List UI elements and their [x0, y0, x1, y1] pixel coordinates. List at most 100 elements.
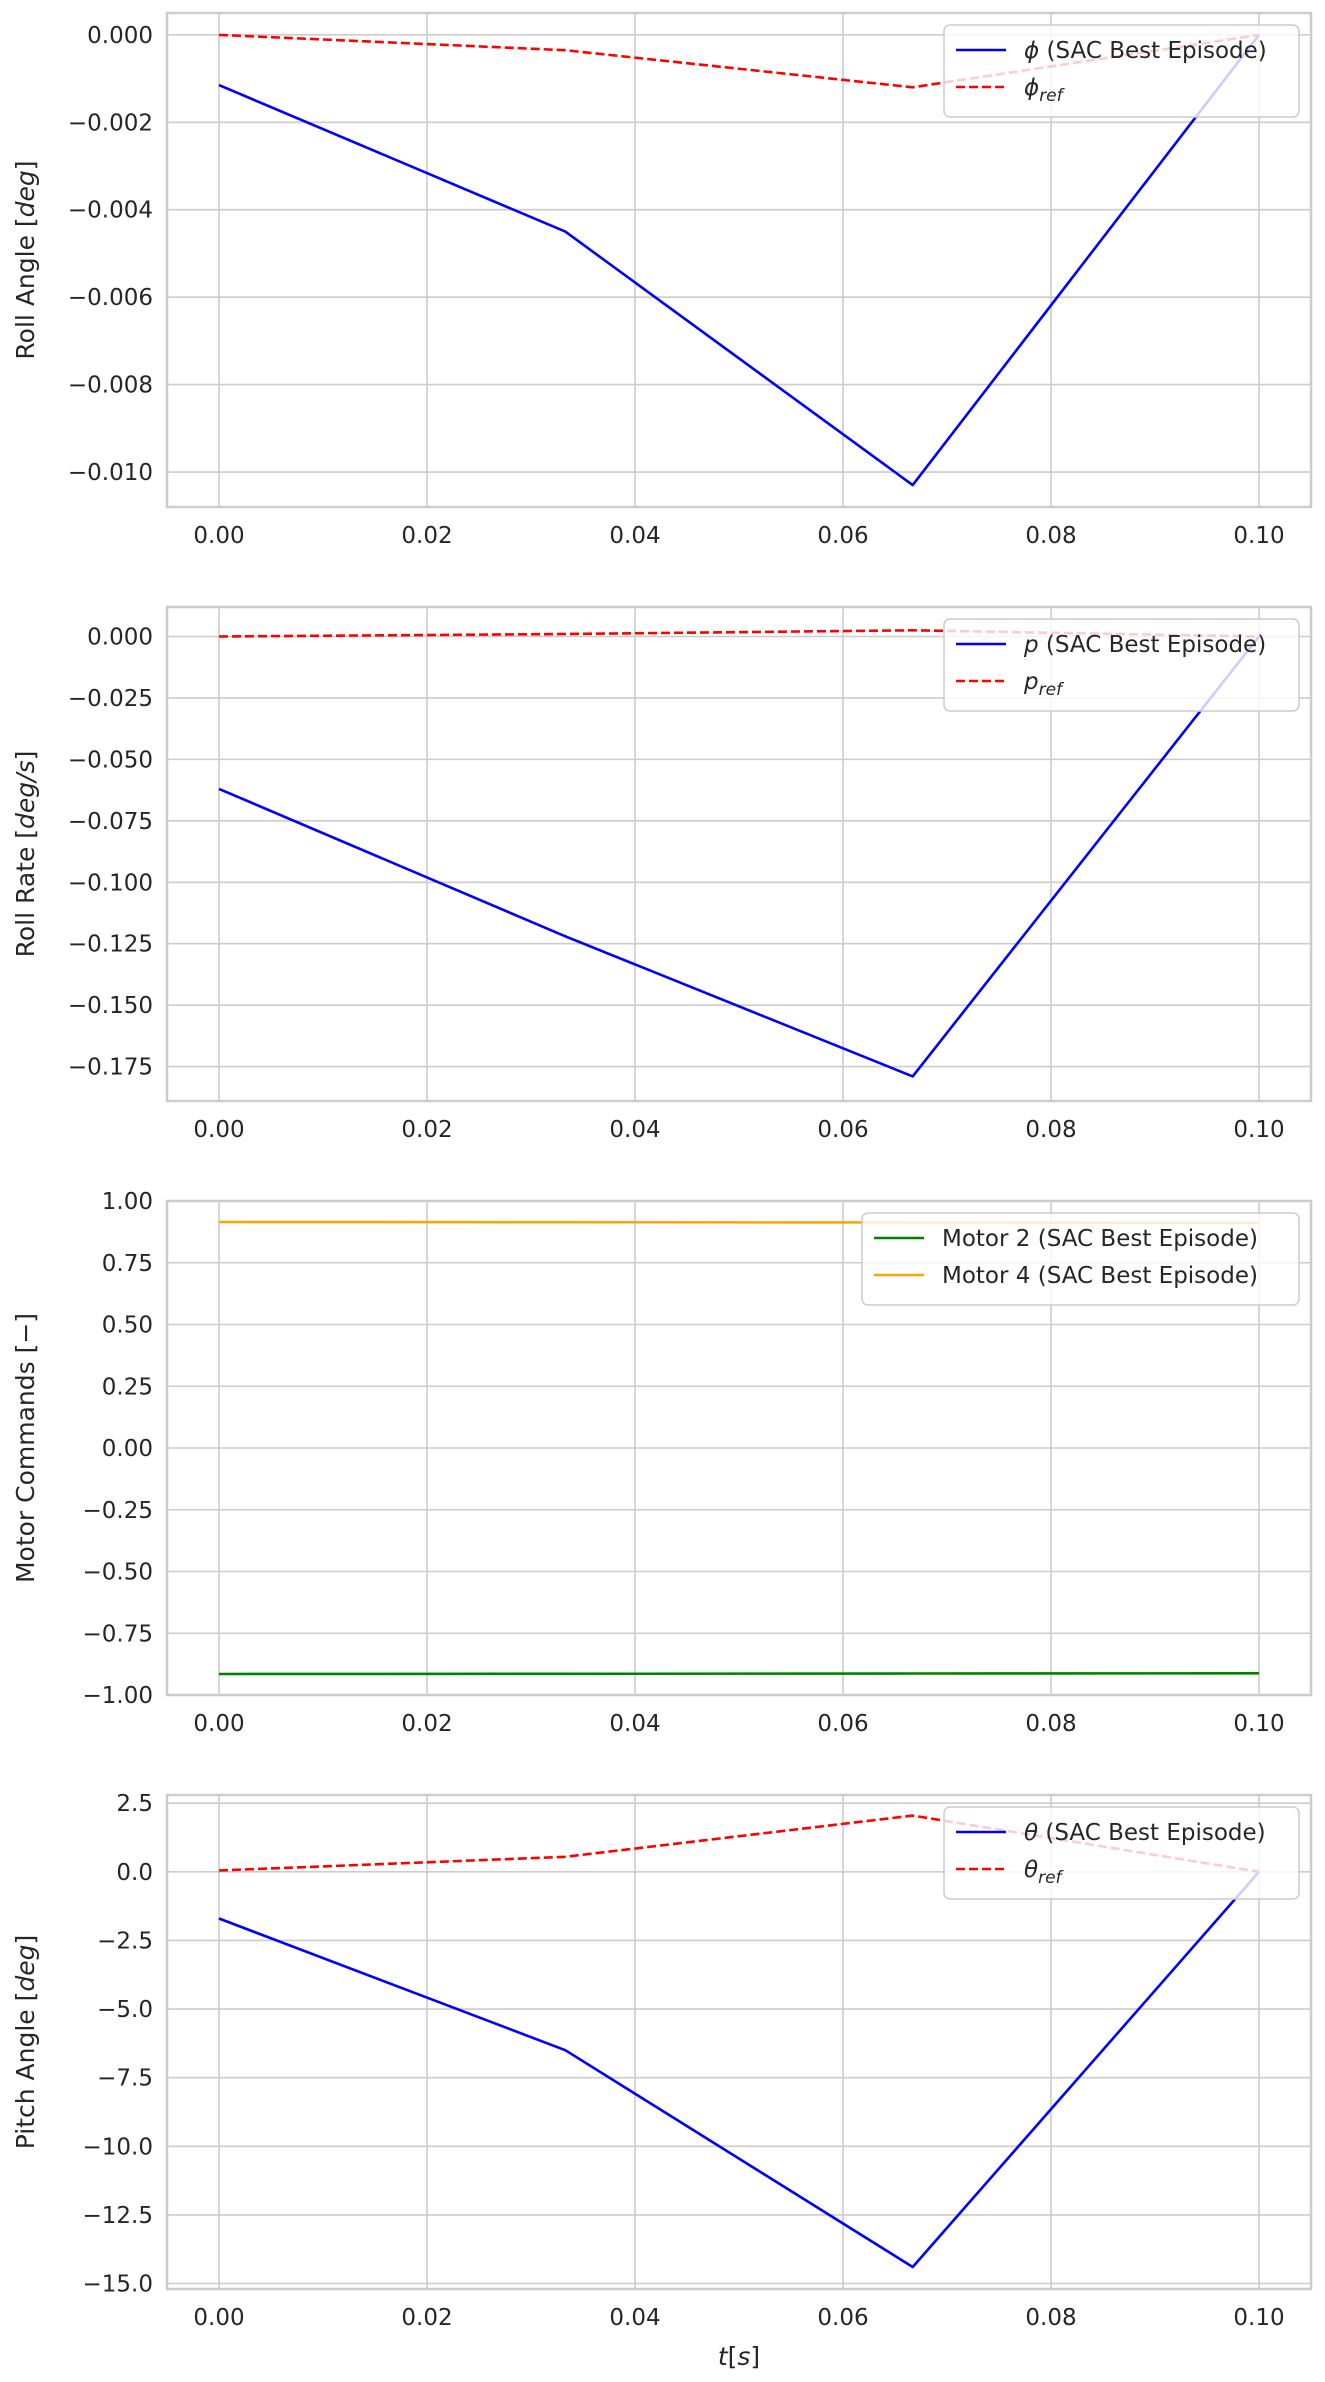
x-tick-label: 0.00	[193, 1117, 244, 1143]
x-tick-label: 0.00	[193, 2305, 244, 2331]
x-tick-label: 0.06	[817, 1711, 868, 1737]
y-axis-label: Roll Angle [deg]	[11, 160, 40, 359]
legend-name: (SAC Best Episode)	[1039, 632, 1267, 658]
plot-frame	[165, 1199, 1313, 1697]
y-tick-label: −0.006	[68, 285, 153, 311]
legend: ϕ (SAC Best Episode) ϕref	[943, 24, 1300, 118]
y-tick-label: −2.5	[97, 1928, 153, 1954]
x-axis-label-symbol: t	[718, 2342, 729, 2371]
y-tick-label: 0.0	[116, 1860, 153, 1886]
legend-symbol: p	[1023, 632, 1039, 658]
x-tick-label: 0.04	[609, 1711, 660, 1737]
y-tick-label: −0.025	[68, 686, 153, 712]
x-tick-label: 0.06	[817, 523, 868, 549]
x-tick-label: 0.02	[401, 523, 452, 549]
x-tick-label: 0.10	[1233, 1711, 1284, 1737]
x-tick-label: 0.02	[401, 2305, 452, 2331]
x-tick-label: 0.02	[401, 1711, 452, 1737]
series-line-1	[218, 635, 1261, 1078]
legend-name: Motor 2 (SAC Best Episode)	[942, 1226, 1258, 1252]
chart-panel-3: 0.00 0.02 0.04 0.06 0.08 0.10 1.00 0.75 0.50 0.25…	[11, 1189, 1313, 1737]
legend-name: Motor 4 (SAC Best Episode)	[942, 1263, 1258, 1289]
x-axis-label-unit: s	[737, 2342, 750, 2371]
y-axis-label-unit: deg	[11, 1944, 40, 1991]
y-tick-label: −0.75	[83, 1621, 153, 1647]
y-axis-label: Pitch Angle [deg]	[11, 1935, 40, 2150]
y-axis-label: Motor Commands [−]	[11, 1313, 40, 1583]
x-tick-label: 0.08	[1025, 1117, 1076, 1143]
legend-entry-2: ϕref	[1024, 75, 1066, 106]
legend-entry-1: ϕ (SAC Best Episode)	[1024, 38, 1267, 64]
y-tick-label: −0.50	[83, 1560, 153, 1586]
y-tick-label: 0.50	[102, 1313, 153, 1339]
x-tick-label: 0.06	[817, 1117, 868, 1143]
y-tick-label: 0.75	[102, 1251, 153, 1277]
legend-entry-2: pref	[1023, 669, 1065, 700]
legend-symbol: θ	[1024, 1820, 1038, 1846]
y-tick-label: −0.002	[68, 110, 153, 136]
y-tick-label: −0.004	[68, 198, 153, 224]
y-axis-label-unit: deg/s	[11, 760, 40, 829]
y-tick-label: −10.0	[83, 2134, 153, 2160]
y-tick-label: −15.0	[83, 2272, 153, 2298]
x-tick-label: 0.10	[1233, 523, 1284, 549]
y-axis-label-unit: deg	[11, 170, 40, 217]
y-tick-label: −0.008	[68, 373, 153, 399]
x-axis-label-close: ]	[750, 2342, 760, 2371]
y-axis-label-close: ]	[11, 751, 40, 761]
plot-frame	[165, 11, 1313, 509]
y-axis-label: Roll Rate [deg/s]	[11, 751, 40, 958]
legend-entry-1: θ (SAC Best Episode)	[1024, 1820, 1266, 1846]
legend-subscript: ref	[1038, 1868, 1064, 1888]
series-line-1	[218, 34, 1261, 487]
legend-box	[943, 24, 1300, 118]
legend: p (SAC Best Episode)pref	[943, 618, 1300, 712]
legend-entry-1: p (SAC Best Episode)	[1023, 632, 1266, 658]
y-axis-label-text: Roll Angle [	[11, 217, 40, 359]
legend-entry-2: θref	[1024, 1857, 1065, 1888]
y-axis-label-text: Motor Commands [−]	[11, 1313, 40, 1583]
x-tick-label: 0.08	[1025, 2305, 1076, 2331]
chart-panel-2: 0.00 0.02 0.04 0.06 0.08 0.10 0.000 −0.025 −0.05…	[11, 605, 1313, 1143]
x-tick-label: 0.00	[193, 523, 244, 549]
x-tick-label: 0.10	[1233, 1117, 1284, 1143]
x-tick-label: 0.08	[1025, 1711, 1076, 1737]
x-tick-label: 0.04	[609, 523, 660, 549]
y-tick-label: −12.5	[83, 2203, 153, 2229]
legend-name: (SAC Best Episode)	[1039, 38, 1267, 64]
y-tick-label: −0.010	[68, 460, 153, 486]
legend: θ (SAC Best Episode)θref	[943, 1806, 1300, 1900]
legend-name: (SAC Best Episode)	[1038, 1820, 1266, 1846]
x-tick-label: 0.04	[609, 2305, 660, 2331]
y-axis-label-text: Pitch Angle [	[11, 1992, 40, 2150]
x-tick-label: 0.02	[401, 1117, 452, 1143]
series-line-1	[218, 1672, 1260, 1676]
y-tick-label: −0.100	[68, 870, 153, 896]
y-tick-label: 0.000	[87, 23, 153, 49]
series-line-1	[218, 1870, 1260, 2269]
y-tick-label: 0.000	[87, 624, 153, 650]
y-axis-label-text: Roll Rate [	[11, 829, 40, 957]
x-tick-label: 0.06	[817, 2305, 868, 2331]
x-tick-label: 0.10	[1233, 2305, 1284, 2331]
chart-panel-4: 0.00 0.02 0.04 0.06 0.08 0.10 2.5 0.0 −2.5 −5.0 −7…	[11, 1791, 1313, 2371]
y-tick-label: −0.075	[68, 809, 153, 835]
legend-symbol: θ	[1024, 1857, 1038, 1883]
y-tick-label: −1.00	[83, 1683, 153, 1709]
legend-box	[943, 1806, 1300, 1900]
legend-box	[943, 618, 1300, 712]
x-tick-label: 0.08	[1025, 523, 1076, 549]
y-tick-label: −5.0	[97, 1997, 153, 2023]
x-tick-label: 0.04	[609, 1117, 660, 1143]
y-tick-label: 1.00	[102, 1189, 153, 1215]
y-tick-label: 0.25	[102, 1374, 153, 1400]
x-tick-label: 0.00	[193, 1711, 244, 1737]
y-tick-label: 0.00	[102, 1436, 153, 1462]
y-tick-label: −0.25	[83, 1498, 153, 1524]
legend-subscript: ref	[1039, 680, 1065, 700]
y-tick-label: 2.5	[116, 1791, 153, 1817]
plot-frame	[165, 605, 1313, 1103]
y-axis-label-close: ]	[11, 1935, 40, 1945]
y-tick-label: −0.150	[68, 993, 153, 1019]
